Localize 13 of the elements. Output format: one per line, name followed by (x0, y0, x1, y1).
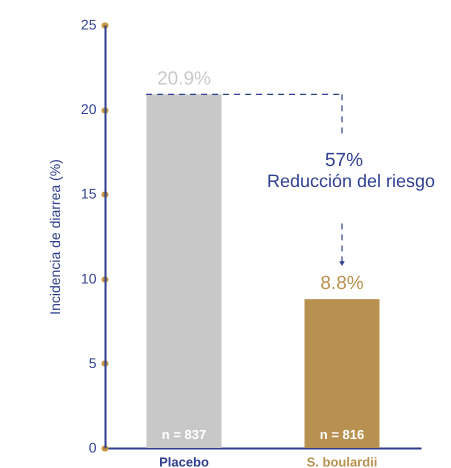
data-label: 8.8% (320, 273, 364, 294)
y-tick-label: 5 (88, 354, 97, 371)
annotation: Reducción del riesgo (266, 170, 436, 191)
y-tick-label: 25 (80, 16, 97, 32)
annotation: n = 816 (320, 427, 364, 442)
y-tick-label: 20 (80, 101, 97, 118)
y-axis-title: Incidencia de diarrea (%) (46, 159, 63, 315)
x-tick-label: S. boulardii (306, 454, 378, 468)
x-tick-label: Placebo (159, 454, 209, 468)
y-tick-label: 0 (88, 440, 97, 456)
y-tick-label: 15 (80, 186, 97, 202)
annotation: 57% (324, 150, 364, 171)
y-tick-label: 10 (80, 270, 97, 286)
